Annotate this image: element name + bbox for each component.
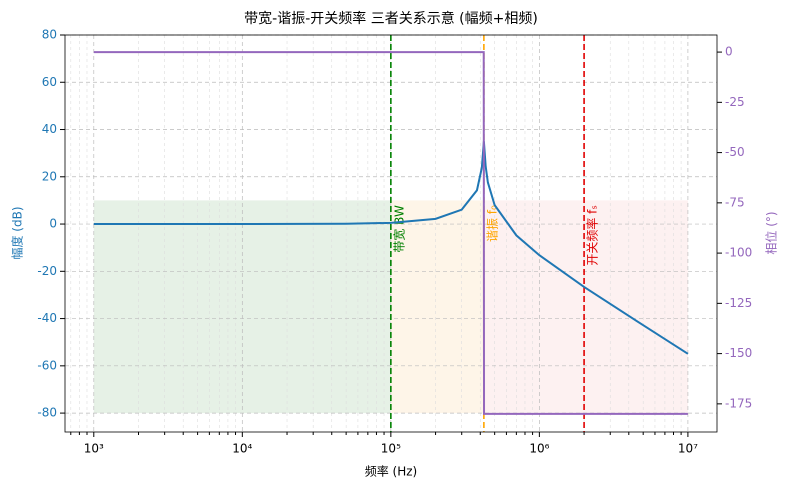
band [390, 200, 484, 414]
y-tick-label: -60 [37, 358, 57, 372]
chart-title: 带宽-谐振-开关频率 三者关系示意 (幅频+相频) [244, 10, 538, 27]
y2-tick-label: -175 [725, 396, 752, 410]
x-axis-label: 频率 (Hz) [365, 464, 418, 479]
band [93, 200, 391, 414]
plot-frame [64, 34, 718, 433]
y-tick-label: 60 [42, 75, 57, 89]
series-line [93, 51, 688, 415]
x-tick-label: 10⁷ [678, 442, 698, 456]
y2-tick-label: -50 [725, 145, 745, 159]
y2-tick-label: -75 [725, 195, 745, 209]
y2-axis-label: 相位 (°) [764, 211, 779, 254]
y-tick-label: -80 [37, 406, 57, 420]
y2-tick-label: -125 [725, 296, 752, 310]
x-tick-label: 10⁴ [232, 442, 252, 456]
y-tick-label: -40 [37, 311, 57, 325]
y-tick-label: 20 [42, 169, 57, 183]
marker-label: 开关频率 fₛ [585, 205, 600, 266]
y-tick-label: 40 [42, 122, 57, 136]
marker-label: 带宽 BW [391, 205, 406, 253]
y2-tick-label: -100 [725, 246, 752, 260]
x-tick-label: 10⁵ [381, 442, 401, 456]
x-tick-label: 10³ [84, 442, 104, 456]
x-tick-label: 10⁶ [529, 442, 549, 456]
marker-label: 谐振 f₀ [485, 205, 499, 242]
y-axis-label: 幅度 (dB) [10, 206, 25, 259]
y2-tick-label: 0 [725, 45, 733, 59]
y-tick-label: -20 [37, 264, 57, 278]
y-tick-label: 0 [49, 217, 57, 231]
y2-tick-label: -150 [725, 346, 752, 360]
y2-tick-label: -25 [725, 95, 745, 109]
y-tick-label: 80 [42, 28, 57, 42]
